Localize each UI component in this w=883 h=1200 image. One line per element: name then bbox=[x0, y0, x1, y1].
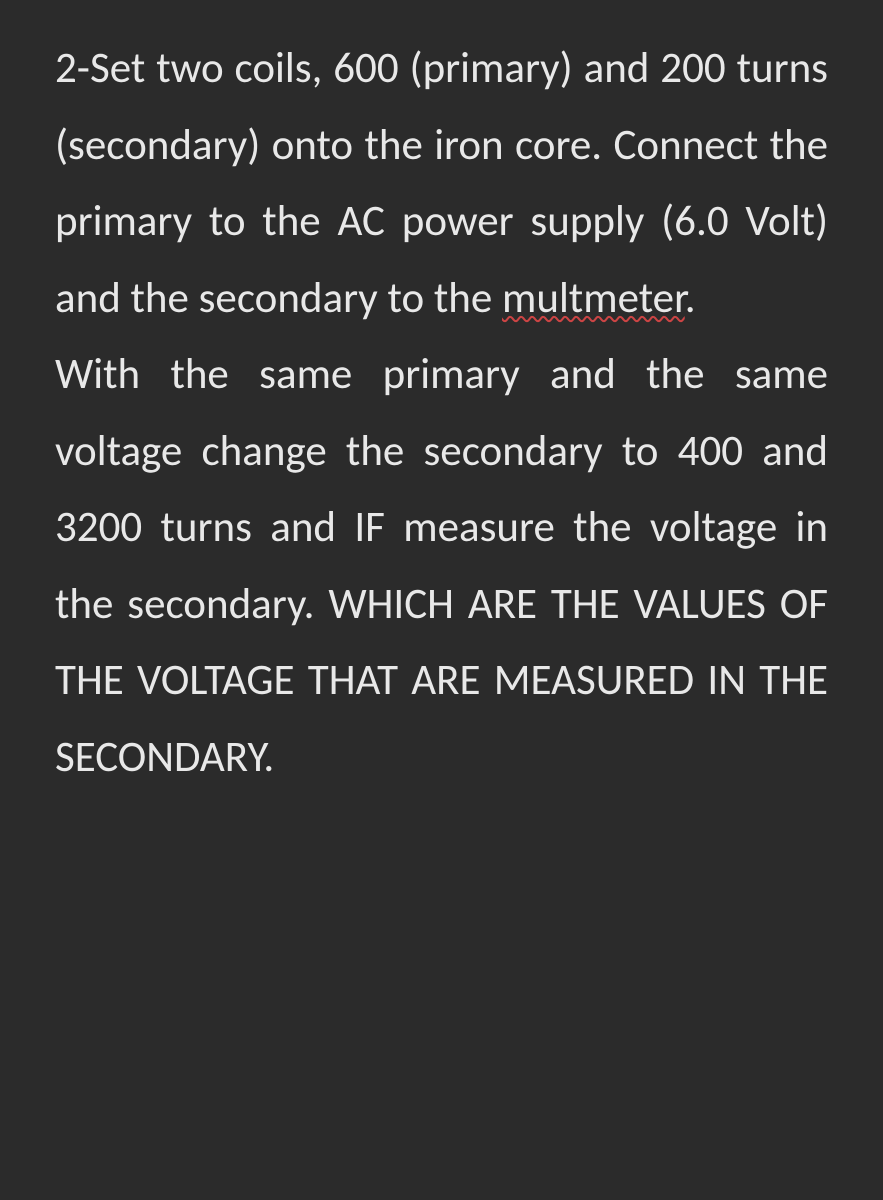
paragraph-1: 2-Set two coils, 600 (primary) and 200 t… bbox=[55, 30, 828, 336]
spellcheck-error-word: multmeter bbox=[502, 271, 685, 324]
document-content: 2-Set two coils, 600 (primary) and 200 t… bbox=[55, 30, 828, 795]
text-segment: . bbox=[685, 271, 696, 324]
text-segment: With the same primary and the same volta… bbox=[55, 347, 828, 783]
paragraph-2: With the same primary and the same volta… bbox=[55, 336, 828, 795]
text-segment: 2-Set two coils, 600 (primary) and 200 t… bbox=[55, 41, 828, 324]
